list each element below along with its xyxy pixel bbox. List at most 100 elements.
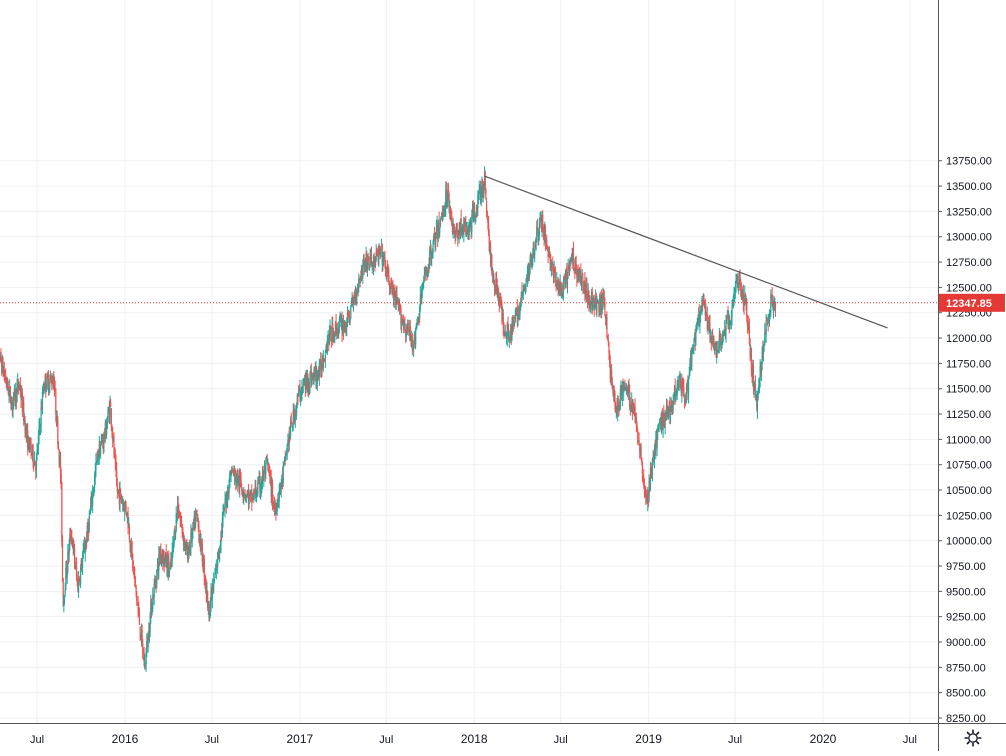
candle-body: [683, 386, 685, 394]
candle: [524, 284, 526, 295]
candle-body: [546, 239, 548, 246]
candle-body: [142, 643, 144, 655]
candles[interactable]: [0, 166, 777, 672]
candle: [508, 331, 510, 349]
candle-body: [88, 515, 90, 531]
candle: [140, 634, 142, 641]
candle: [693, 332, 696, 343]
candle-body: [697, 322, 699, 326]
candle: [537, 229, 539, 246]
candle: [221, 511, 223, 538]
candle: [595, 292, 597, 316]
candle: [435, 219, 438, 240]
candle: [623, 381, 625, 402]
candle-body: [9, 386, 11, 401]
candle-body: [338, 326, 340, 335]
candle: [196, 509, 198, 516]
candle: [630, 404, 632, 412]
candle-body: [348, 310, 350, 318]
candle-body: [477, 195, 479, 209]
candle: [589, 300, 591, 313]
candle: [255, 479, 257, 499]
candle-body: [691, 351, 693, 365]
candle: [580, 275, 583, 291]
x-tick-label: Jul: [205, 734, 219, 746]
candle: [637, 428, 639, 446]
trendline-layer[interactable]: [484, 175, 888, 329]
candle: [467, 221, 469, 240]
candle-body: [501, 303, 503, 322]
candle-body: [576, 268, 578, 278]
candle: [469, 221, 471, 233]
candle: [383, 252, 385, 261]
chart-settings-button[interactable]: [940, 724, 1006, 751]
candle: [767, 314, 769, 332]
candle: [9, 379, 11, 397]
y-tick-label: 13500.00: [946, 181, 992, 193]
candle-body: [731, 308, 733, 317]
candle-body: [85, 539, 87, 547]
candle-body: [646, 499, 648, 503]
candle-body: [716, 349, 718, 355]
candle: [401, 313, 403, 334]
candle-body: [558, 287, 561, 293]
candle-body: [503, 328, 505, 335]
candle-body: [546, 247, 549, 250]
x-tick-label: Jul: [554, 734, 568, 746]
candle-body: [623, 386, 625, 390]
candle: [437, 219, 440, 242]
candle: [3, 361, 5, 382]
candle: [114, 448, 116, 471]
x-tick-label: Jul: [30, 734, 44, 746]
candle-body: [534, 248, 536, 250]
candle-body: [697, 314, 700, 324]
candle-body: [560, 285, 563, 295]
candle: [172, 537, 175, 553]
candle: [104, 427, 106, 442]
candle: [547, 245, 549, 263]
candle: [217, 548, 219, 560]
candle: [607, 333, 609, 347]
candle: [86, 522, 88, 543]
candle-body: [25, 425, 27, 435]
candle: [747, 321, 749, 330]
candle: [384, 259, 387, 277]
candle: [762, 340, 764, 361]
candle-body: [137, 603, 139, 610]
candle: [609, 355, 611, 383]
candle-body: [221, 530, 223, 533]
candle-body: [233, 470, 236, 477]
candle-body: [638, 440, 640, 445]
candle-body: [421, 289, 423, 304]
candle-body: [771, 294, 773, 300]
candle-body: [643, 485, 646, 491]
candle-body: [330, 326, 332, 341]
candle-body: [683, 395, 686, 402]
candle: [401, 314, 403, 324]
candle-body: [148, 631, 151, 638]
candle-body: [545, 240, 547, 244]
candle: [431, 251, 433, 267]
candle-body: [140, 631, 143, 639]
candle-body: [200, 539, 202, 548]
candle-body: [703, 295, 705, 306]
candle-body: [98, 455, 100, 459]
candle: [740, 278, 742, 297]
candle: [463, 217, 466, 233]
candle-body: [562, 280, 565, 294]
candle-body: [667, 410, 669, 416]
candle: [772, 294, 774, 311]
candle: [295, 410, 297, 416]
candle: [632, 398, 634, 414]
candle-body: [136, 602, 139, 605]
candle: [511, 316, 513, 342]
candle-body: [538, 234, 540, 237]
current-price-badge-box: [939, 293, 1005, 312]
candle-body: [408, 331, 410, 336]
candle-body: [148, 630, 150, 638]
candle-body: [526, 279, 528, 281]
candle-body: [688, 373, 690, 375]
candle-body: [422, 283, 424, 290]
